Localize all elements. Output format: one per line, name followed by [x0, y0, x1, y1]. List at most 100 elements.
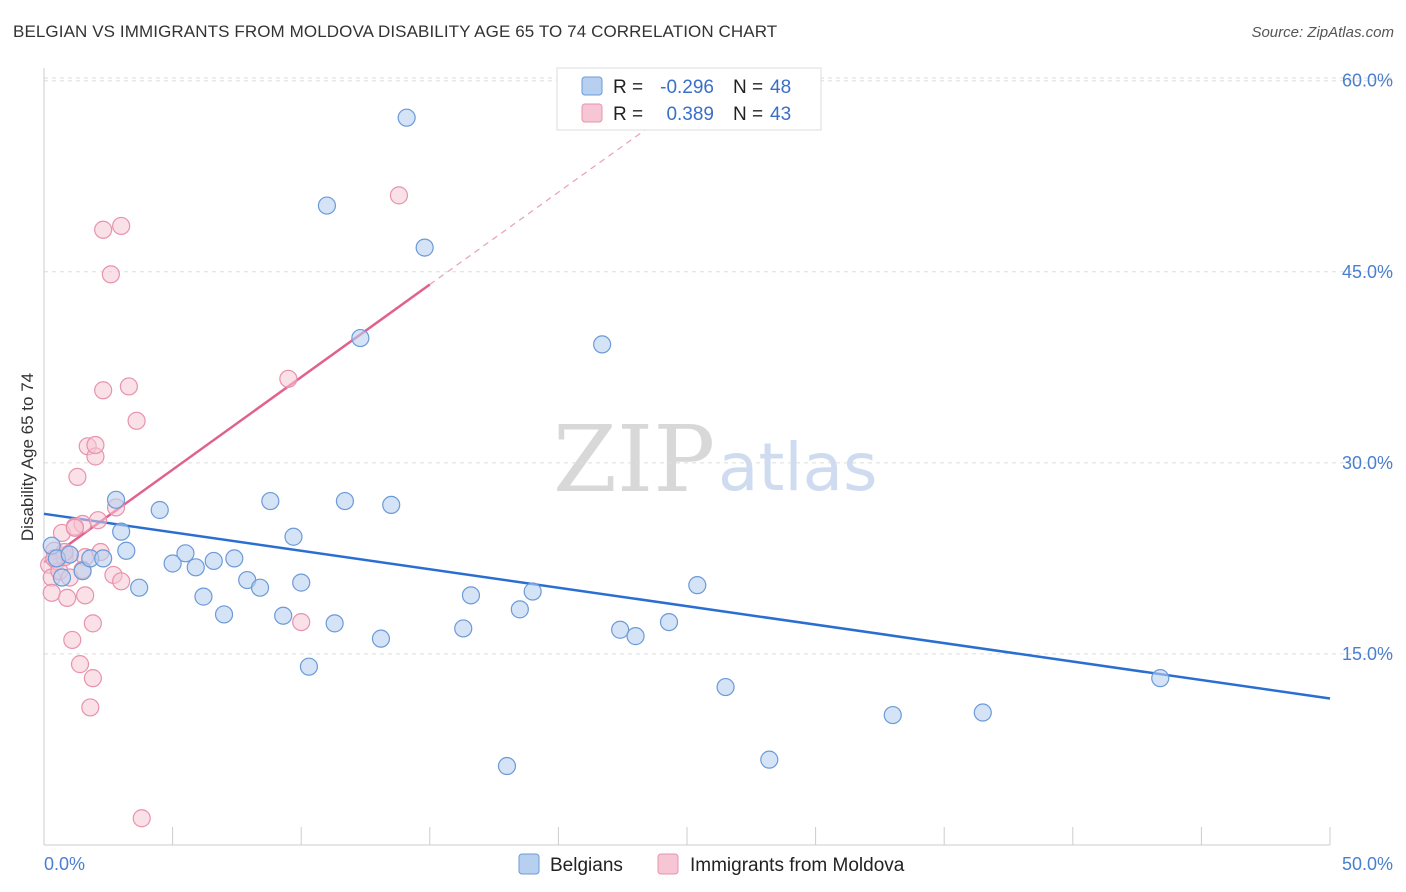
point-belgians-22 [274, 606, 293, 625]
point-belgians-47 [973, 703, 992, 722]
point-moldova-33 [119, 377, 138, 396]
point-moldova-24 [88, 511, 108, 530]
grid-lines [44, 77, 1393, 655]
y-tick-label-60: 60.0% [1342, 71, 1393, 91]
point-belgians-13 [176, 544, 195, 563]
point-belgians-41 [626, 627, 645, 646]
bottom-legend-label-belgians: Belgians [550, 855, 623, 876]
trend-lines [43, 99, 1331, 700]
point-belgians-17 [214, 605, 234, 624]
x-tick-label-max: 50.0% [1342, 854, 1393, 874]
point-belgians-46 [883, 705, 902, 725]
point-moldova-11 [63, 630, 82, 650]
legend-n-label-moldova: N = [733, 104, 763, 125]
chart-title: BELGIAN VS IMMIGRANTS FROM MOLDOVA DISAB… [13, 22, 778, 41]
x-ticks [43, 827, 1331, 845]
point-belgians-3 [60, 545, 79, 564]
bottom-legend: Belgians Immigrants from Moldova [518, 853, 905, 876]
point-moldova-13 [68, 467, 87, 486]
bottom-legend-label-moldova: Immigrants from Moldova [690, 855, 905, 876]
point-belgians-2 [52, 568, 72, 587]
point-belgians-36 [497, 756, 517, 776]
point-belgians-45 [760, 750, 779, 769]
point-belgians-33 [415, 238, 434, 257]
legend-r-label-belgians: R = [613, 77, 643, 98]
point-belgians-24 [292, 573, 311, 592]
point-belgians-38 [523, 582, 542, 601]
point-belgians-23 [284, 527, 303, 546]
point-belgians-20 [250, 578, 270, 597]
point-belgians-32 [397, 108, 416, 127]
point-moldova-34 [127, 411, 146, 430]
point-belgians-43 [688, 576, 707, 595]
watermark-atlas: atlas [718, 429, 878, 506]
point-belgians-15 [194, 587, 213, 606]
bottom-legend-swatch-moldova [657, 853, 679, 875]
legend-r-value-belgians: -0.296 [660, 77, 714, 98]
point-belgians-40 [611, 620, 630, 639]
legend-n-value-moldova: 43 [770, 104, 791, 125]
point-moldova-32 [112, 216, 131, 236]
series-moldova-points [40, 186, 409, 828]
point-moldova-2 [42, 583, 61, 602]
point-moldova-19 [81, 698, 100, 717]
point-belgians-26 [317, 196, 337, 215]
point-belgians-12 [163, 554, 182, 573]
point-belgians-28 [335, 491, 355, 511]
point-belgians-29 [351, 328, 370, 348]
legend-n-value-belgians: 48 [770, 77, 791, 98]
point-belgians-35 [461, 586, 481, 605]
point-belgians-11 [150, 500, 169, 520]
point-moldova-35 [132, 809, 151, 828]
point-belgians-31 [382, 495, 401, 515]
legend: R = -0.296 N = 48 R = 0.389 N = 43 [556, 67, 822, 131]
point-moldova-23 [86, 435, 105, 455]
legend-n-label-belgians: N = [733, 77, 763, 98]
point-belgians-14 [186, 558, 205, 577]
point-moldova-28 [101, 265, 120, 284]
source-credit: Source: ZipAtlas.com [1251, 24, 1394, 41]
point-moldova-39 [65, 518, 84, 537]
y-tick-label-30: 30.0% [1342, 453, 1393, 473]
point-belgians-8 [112, 522, 131, 541]
point-belgians-39 [593, 335, 612, 354]
point-belgians-27 [325, 614, 344, 633]
legend-r-label-moldova: R = [613, 104, 643, 125]
point-belgians-6 [94, 549, 113, 568]
point-moldova-27 [94, 220, 113, 239]
point-belgians-25 [299, 657, 319, 676]
legend-swatch-moldova [581, 103, 603, 123]
point-moldova-26 [94, 381, 113, 400]
point-belgians-9 [117, 541, 136, 560]
point-belgians-10 [130, 578, 149, 597]
trend-line-belgians [43, 512, 1331, 700]
legend-r-value-moldova: 0.389 [666, 104, 714, 125]
point-belgians-37 [510, 600, 529, 619]
point-belgians-30 [371, 629, 391, 648]
point-belgians-42 [659, 612, 679, 632]
point-belgians-7 [106, 490, 126, 509]
point-moldova-31 [112, 572, 131, 591]
point-belgians-44 [716, 677, 735, 697]
series-belgians-points [42, 108, 1170, 776]
trend-line-moldova-extension [429, 99, 688, 286]
watermark: ZIP atlas [553, 406, 878, 513]
point-moldova-38 [389, 186, 409, 205]
point-moldova-14 [70, 655, 90, 674]
point-belgians-21 [261, 491, 280, 511]
y-tick-label-15: 15.0% [1342, 644, 1393, 664]
bottom-legend-swatch-belgians [518, 853, 540, 875]
point-moldova-37 [292, 612, 311, 632]
point-moldova-36 [279, 369, 298, 388]
point-moldova-21 [83, 614, 102, 633]
point-belgians-48 [1151, 669, 1170, 688]
legend-swatch-belgians [581, 76, 603, 96]
watermark-zip: ZIP [553, 406, 715, 513]
point-belgians-18 [225, 549, 244, 568]
point-moldova-16 [76, 586, 95, 605]
x-tick-label-min: 0.0% [44, 854, 85, 874]
point-moldova-20 [83, 669, 102, 688]
point-belgians-16 [204, 551, 223, 571]
y-tick-labels: 15.0% 30.0% 45.0% 60.0% [1342, 71, 1393, 664]
